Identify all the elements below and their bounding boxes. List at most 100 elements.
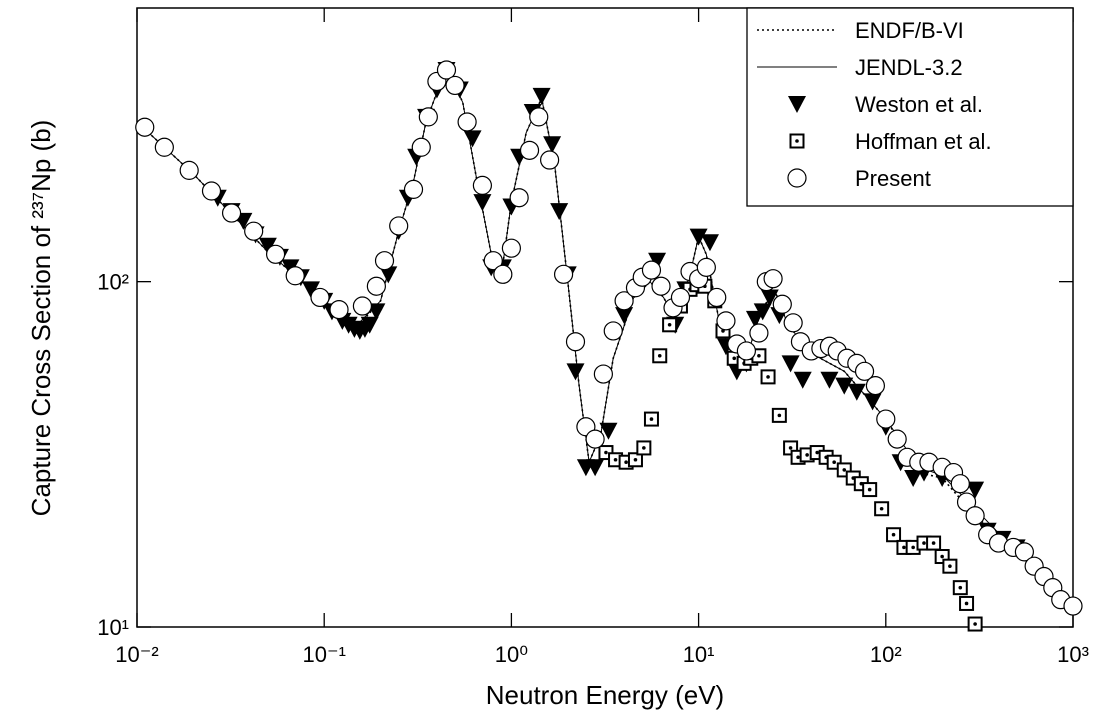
square-dot: [815, 450, 819, 455]
circle-marker: [614, 291, 634, 311]
x-tick-label: 10⁻²: [115, 642, 158, 667]
legend-label: Hoffman et al.: [855, 129, 992, 154]
circle-marker: [366, 276, 386, 296]
square-dot: [788, 446, 793, 450]
triangle-marker: [689, 228, 708, 246]
circle-marker: [179, 160, 199, 180]
triangle-marker: [966, 481, 985, 499]
circle-marker: [436, 60, 457, 80]
square-dot: [777, 413, 782, 418]
square-marker: [636, 440, 652, 456]
x-tick-label: 10¹: [683, 642, 715, 667]
circle-marker: [285, 266, 305, 286]
square-dot: [964, 601, 969, 606]
circle-marker: [244, 221, 264, 241]
square-marker: [952, 580, 968, 596]
square-dot: [842, 468, 847, 472]
circle-marker: [651, 276, 671, 296]
circle-marker: [670, 287, 691, 308]
circle-marker: [509, 188, 529, 208]
triangle-marker: [745, 310, 764, 328]
triangle-marker: [847, 383, 866, 401]
triangle-marker: [566, 363, 585, 381]
circle-marker: [1063, 596, 1083, 616]
triangle-marker: [793, 371, 812, 389]
square-dot: [649, 417, 654, 421]
plot-frame: [136, 7, 1074, 628]
circle-marker: [457, 112, 477, 132]
circle-marker: [707, 287, 727, 308]
triangle-marker: [543, 136, 562, 154]
square-marker: [643, 411, 659, 427]
circle-marker: [472, 175, 493, 195]
triangle-marker: [379, 266, 398, 284]
square-marker: [886, 527, 902, 543]
x-tick-label: 10⁰: [495, 642, 528, 667]
square-dot: [732, 356, 737, 361]
circle-marker: [540, 150, 560, 170]
circle-marker: [696, 257, 716, 277]
circle-marker: [411, 137, 431, 157]
circle-marker: [529, 107, 549, 127]
circle-marker: [374, 251, 395, 271]
x-tick-label: 10²: [870, 642, 902, 667]
circle-marker: [154, 137, 174, 157]
circle-marker: [403, 179, 424, 199]
legend-marker: [788, 96, 806, 113]
triangle-marker: [781, 355, 800, 373]
circle-marker: [716, 311, 736, 331]
triangle-marker: [835, 377, 854, 395]
triangle-marker: [586, 459, 605, 477]
triangle-marker: [753, 303, 772, 321]
circle-marker: [603, 321, 623, 341]
circle-marker: [956, 492, 977, 512]
circle-marker: [493, 264, 513, 284]
circle-marker: [749, 323, 769, 343]
circle-marker: [389, 216, 409, 236]
circle-marker: [265, 244, 286, 264]
circle-marker: [352, 296, 373, 316]
y-tick-label: 10²: [97, 270, 129, 295]
circle-marker: [585, 429, 605, 449]
y-axis-label: Capture Cross Section of ²³⁷Np (b): [26, 120, 56, 517]
square-marker: [959, 595, 975, 611]
triangle-marker: [367, 303, 386, 321]
square-dot: [879, 506, 884, 511]
legend-marker: [789, 133, 805, 149]
square-dot: [805, 453, 809, 457]
square-dot: [940, 554, 944, 559]
x-tick-label: 10³: [1057, 642, 1089, 667]
square-dot: [667, 322, 672, 327]
triangle-marker: [615, 307, 634, 325]
circle-marker: [593, 364, 613, 384]
circle-marker: [950, 474, 970, 494]
legend-label: Present: [855, 166, 931, 191]
triangle-marker: [360, 316, 379, 334]
circle-marker: [501, 238, 521, 258]
square-dot: [657, 353, 662, 358]
triangle-marker: [258, 237, 277, 255]
circle-marker: [310, 287, 330, 308]
legend-label: Weston et al.: [855, 92, 983, 117]
square-marker: [771, 407, 787, 423]
triangle-marker: [760, 289, 779, 307]
triangle-marker: [473, 194, 492, 212]
circle-marker: [772, 294, 792, 314]
circle-marker: [876, 409, 896, 429]
legend-label: JENDL-3.2: [855, 55, 963, 80]
square-marker: [874, 501, 890, 517]
square-dot: [922, 541, 926, 545]
square-dot: [757, 353, 761, 358]
circle-marker: [201, 181, 222, 201]
square-dot: [604, 450, 608, 455]
circle-marker: [221, 203, 242, 223]
square-dot: [832, 460, 836, 465]
circle-marker: [887, 429, 907, 449]
circle-marker: [519, 140, 540, 160]
circle-marker: [763, 269, 783, 289]
circle-marker: [854, 361, 875, 381]
circle-marker: [483, 251, 503, 271]
circle-marker: [135, 117, 155, 137]
